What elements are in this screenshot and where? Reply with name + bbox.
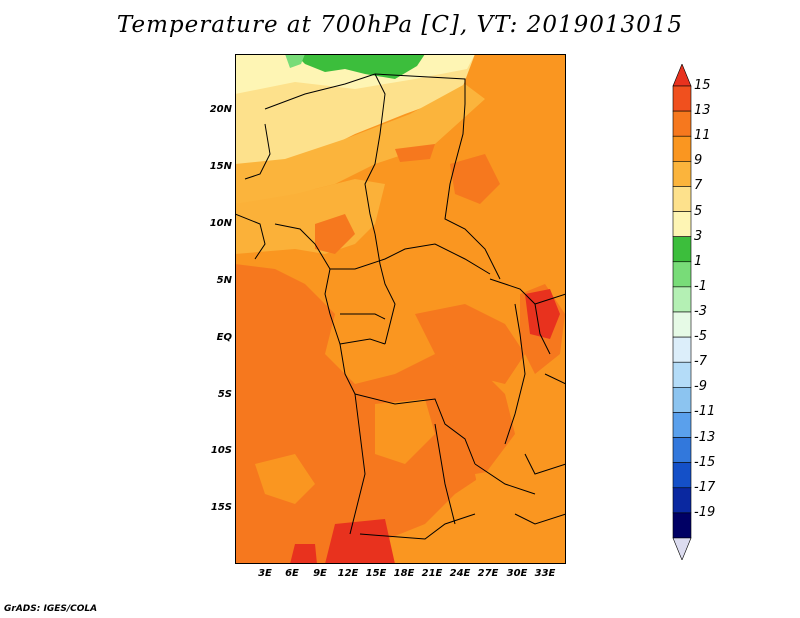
colorbar-tick-label: -13 xyxy=(694,429,716,445)
colorbar-swatch xyxy=(672,311,692,338)
field-1-3 xyxy=(295,54,425,79)
lon-label: 24E xyxy=(449,568,471,579)
lat-label: 10N xyxy=(209,218,232,229)
colorbar-swatch xyxy=(672,487,692,514)
colorbar-swatch xyxy=(672,236,692,263)
lat-label: 15N xyxy=(209,161,232,172)
lon-label: 9E xyxy=(313,568,327,579)
field-9-11c xyxy=(475,464,566,564)
lon-label: 3E xyxy=(258,568,272,579)
colorbar-swatch xyxy=(672,161,692,187)
field-11-13c xyxy=(315,214,355,254)
lon-label: 27E xyxy=(477,568,499,579)
lat-label: EQ xyxy=(216,332,232,343)
lat-label: 20N xyxy=(209,104,232,115)
field-7-9c xyxy=(395,144,435,162)
field-13-15c xyxy=(290,544,317,564)
colorbar-tick-label: -11 xyxy=(694,404,716,420)
lat-label: 5S xyxy=(217,389,232,400)
colorbar-tick-label: -17 xyxy=(694,479,716,495)
colorbar-tick-label: 7 xyxy=(694,178,703,194)
colorbar-tick-label: -1 xyxy=(694,278,707,294)
colorbar-tick-label: -19 xyxy=(694,504,716,520)
lat-label: 10S xyxy=(210,445,232,456)
colorbar-swatch xyxy=(672,437,692,463)
lon-label: 6E xyxy=(285,568,299,579)
colorbar-tick-label: -3 xyxy=(694,304,707,319)
colorbar-swatch xyxy=(672,462,692,489)
colorbar-tick-label: 5 xyxy=(694,203,703,219)
colorbar-swatch xyxy=(672,286,692,313)
colorbar-swatch xyxy=(672,361,692,388)
colorbar-swatch xyxy=(672,387,692,413)
temperature-map xyxy=(235,54,566,564)
colorbar-tick-label: -9 xyxy=(694,379,707,395)
field-9-11b xyxy=(375,399,435,464)
lon-label: 21E xyxy=(421,568,443,579)
colorbar-tick-label: -7 xyxy=(694,354,707,370)
colorbar-tick-label: -15 xyxy=(694,454,716,470)
lat-label: 15S xyxy=(210,502,232,513)
field-13-15 xyxy=(525,289,560,339)
lon-label: 33E xyxy=(534,568,556,579)
lon-label: 15E xyxy=(365,568,387,579)
colorbar-tick-label: 11 xyxy=(694,128,711,144)
colorbar-swatch xyxy=(672,186,692,212)
colorbar-swatch xyxy=(672,135,692,162)
map-title: Temperature at 700hPa [C], VT: 201901301… xyxy=(116,12,684,38)
colorbar-tick-label: 3 xyxy=(694,228,703,244)
colorbar-swatch xyxy=(672,261,692,288)
lat-label: 5N xyxy=(216,275,232,286)
field-11-13b xyxy=(415,304,525,384)
field-9-11d xyxy=(255,454,315,504)
colorbar xyxy=(672,64,692,560)
colorbar-swatch xyxy=(672,412,692,438)
colorbar-tick-label: 13 xyxy=(694,103,711,119)
colorbar-tick-label: 15 xyxy=(694,78,711,93)
lon-label: 18E xyxy=(393,568,415,579)
field-1-3b xyxy=(285,54,305,68)
colorbar-swatch xyxy=(672,85,692,112)
colorbar-swatch xyxy=(672,336,692,363)
colorbar-swatch xyxy=(672,110,692,137)
field-5-7 xyxy=(235,54,475,174)
credit-text: GrADS: IGES/COLA xyxy=(4,604,98,614)
lon-label: 12E xyxy=(337,568,359,579)
lon-label: 30E xyxy=(506,568,528,579)
colorbar-tick-label: 1 xyxy=(694,253,703,269)
colorbar-tick-label: 9 xyxy=(694,153,703,169)
colorbar-swatch xyxy=(672,512,692,539)
colorbar-swatch xyxy=(672,211,692,237)
field-13-15b xyxy=(325,519,395,564)
colorbar-tick-label: -5 xyxy=(694,329,707,345)
field-11-13d xyxy=(450,154,500,204)
country-borders xyxy=(235,73,566,540)
field-7-9 xyxy=(235,84,485,204)
colorbar-top-arrow xyxy=(672,64,692,87)
colorbar-bottom-arrow xyxy=(672,537,692,560)
